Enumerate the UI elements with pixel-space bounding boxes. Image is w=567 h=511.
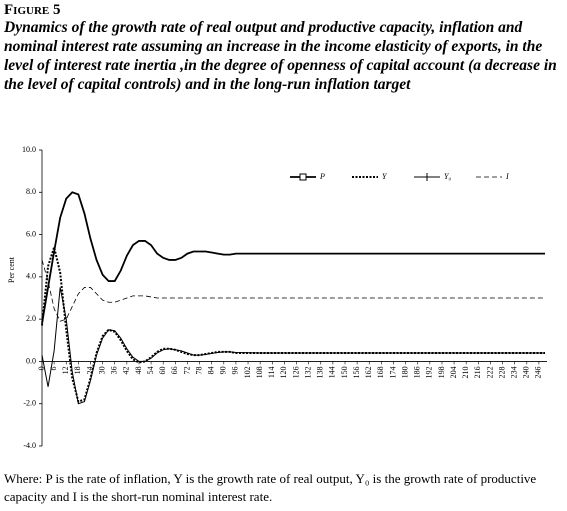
x-tick-label: 132 <box>303 366 312 378</box>
legend-label: P <box>319 172 325 181</box>
x-tick-label: 186 <box>413 366 422 378</box>
x-tick-label: 228 <box>497 366 506 378</box>
x-tick-label: 96 <box>231 366 240 374</box>
x-tick-label: 36 <box>110 366 119 374</box>
x-tick-label: 180 <box>400 366 409 378</box>
x-tick-label: 24 <box>85 366 94 374</box>
x-tick-label: 174 <box>388 366 397 378</box>
x-tick-label: 162 <box>364 366 373 378</box>
series-line <box>41 287 545 405</box>
y-tick-label: 8.0 <box>26 187 36 196</box>
x-tick-label: 198 <box>437 366 446 378</box>
x-tick-label: 42 <box>122 366 131 374</box>
x-tick-label: 84 <box>207 366 216 374</box>
x-tick-label: 90 <box>219 366 228 374</box>
chart-title: Dynamics of the growth rate of real outp… <box>4 19 557 93</box>
x-tick-label: 246 <box>534 366 543 378</box>
x-tick-label: 30 <box>97 366 106 374</box>
series-line <box>41 191 545 324</box>
legend-label: Y <box>382 172 388 181</box>
y-tick-label: 2.0 <box>26 314 36 323</box>
legend-marker <box>299 173 307 181</box>
chart: Per cent -4.0-2.00.02.04.06.08.010.00 6 12… <box>7 145 547 450</box>
x-tick-label: 72 <box>182 366 191 374</box>
y-tick-label: 10.0 <box>22 145 36 154</box>
x-tick-label: 150 <box>340 366 349 378</box>
x-tick-label: 156 <box>352 366 361 378</box>
x-tick-label: 12 <box>61 366 70 374</box>
x-tick-label: 216 <box>473 366 482 378</box>
y-tick-label: 4.0 <box>26 272 36 281</box>
x-tick-label: 54 <box>146 366 155 374</box>
x-tick-label: 120 <box>279 366 288 378</box>
series-line <box>41 259 545 322</box>
x-tick-label: 222 <box>485 366 494 378</box>
y-tick-label: -4.0 <box>23 441 36 450</box>
x-tick-label: 168 <box>376 366 385 378</box>
y-tick-label: 0.0 <box>26 356 36 365</box>
x-tick-label: 138 <box>316 366 325 378</box>
x-tick-label: 0 <box>37 366 46 370</box>
x-tick-label: 108 <box>255 366 264 378</box>
x-tick-label: 78 <box>194 366 203 374</box>
x-tick-label: 204 <box>449 366 458 378</box>
figure-label: Figure 5 <box>4 2 61 18</box>
x-tick-label: 48 <box>134 366 143 374</box>
y-axis-label: Per cent <box>7 256 16 283</box>
x-tick-label: 6 <box>49 366 58 370</box>
x-tick-label: 234 <box>510 366 519 378</box>
x-tick-label: 192 <box>425 366 434 378</box>
x-tick-label: 144 <box>328 366 337 378</box>
note: Where: P is the rate of inflation, Y is … <box>4 471 537 504</box>
x-tick-label: 18 <box>73 366 82 374</box>
x-tick-label: 114 <box>267 366 276 378</box>
x-tick-label: 66 <box>170 366 179 374</box>
legend-label: I <box>505 172 509 181</box>
x-tick-label: 126 <box>291 366 300 378</box>
x-tick-label: 240 <box>522 366 531 378</box>
x-tick-label: 102 <box>243 366 252 378</box>
y-tick-label: -2.0 <box>23 399 36 408</box>
y-tick-label: 6.0 <box>26 229 36 238</box>
x-tick-label: 210 <box>461 366 470 378</box>
legend-label: Y₀ <box>444 172 451 181</box>
x-tick-label: 60 <box>158 366 167 374</box>
